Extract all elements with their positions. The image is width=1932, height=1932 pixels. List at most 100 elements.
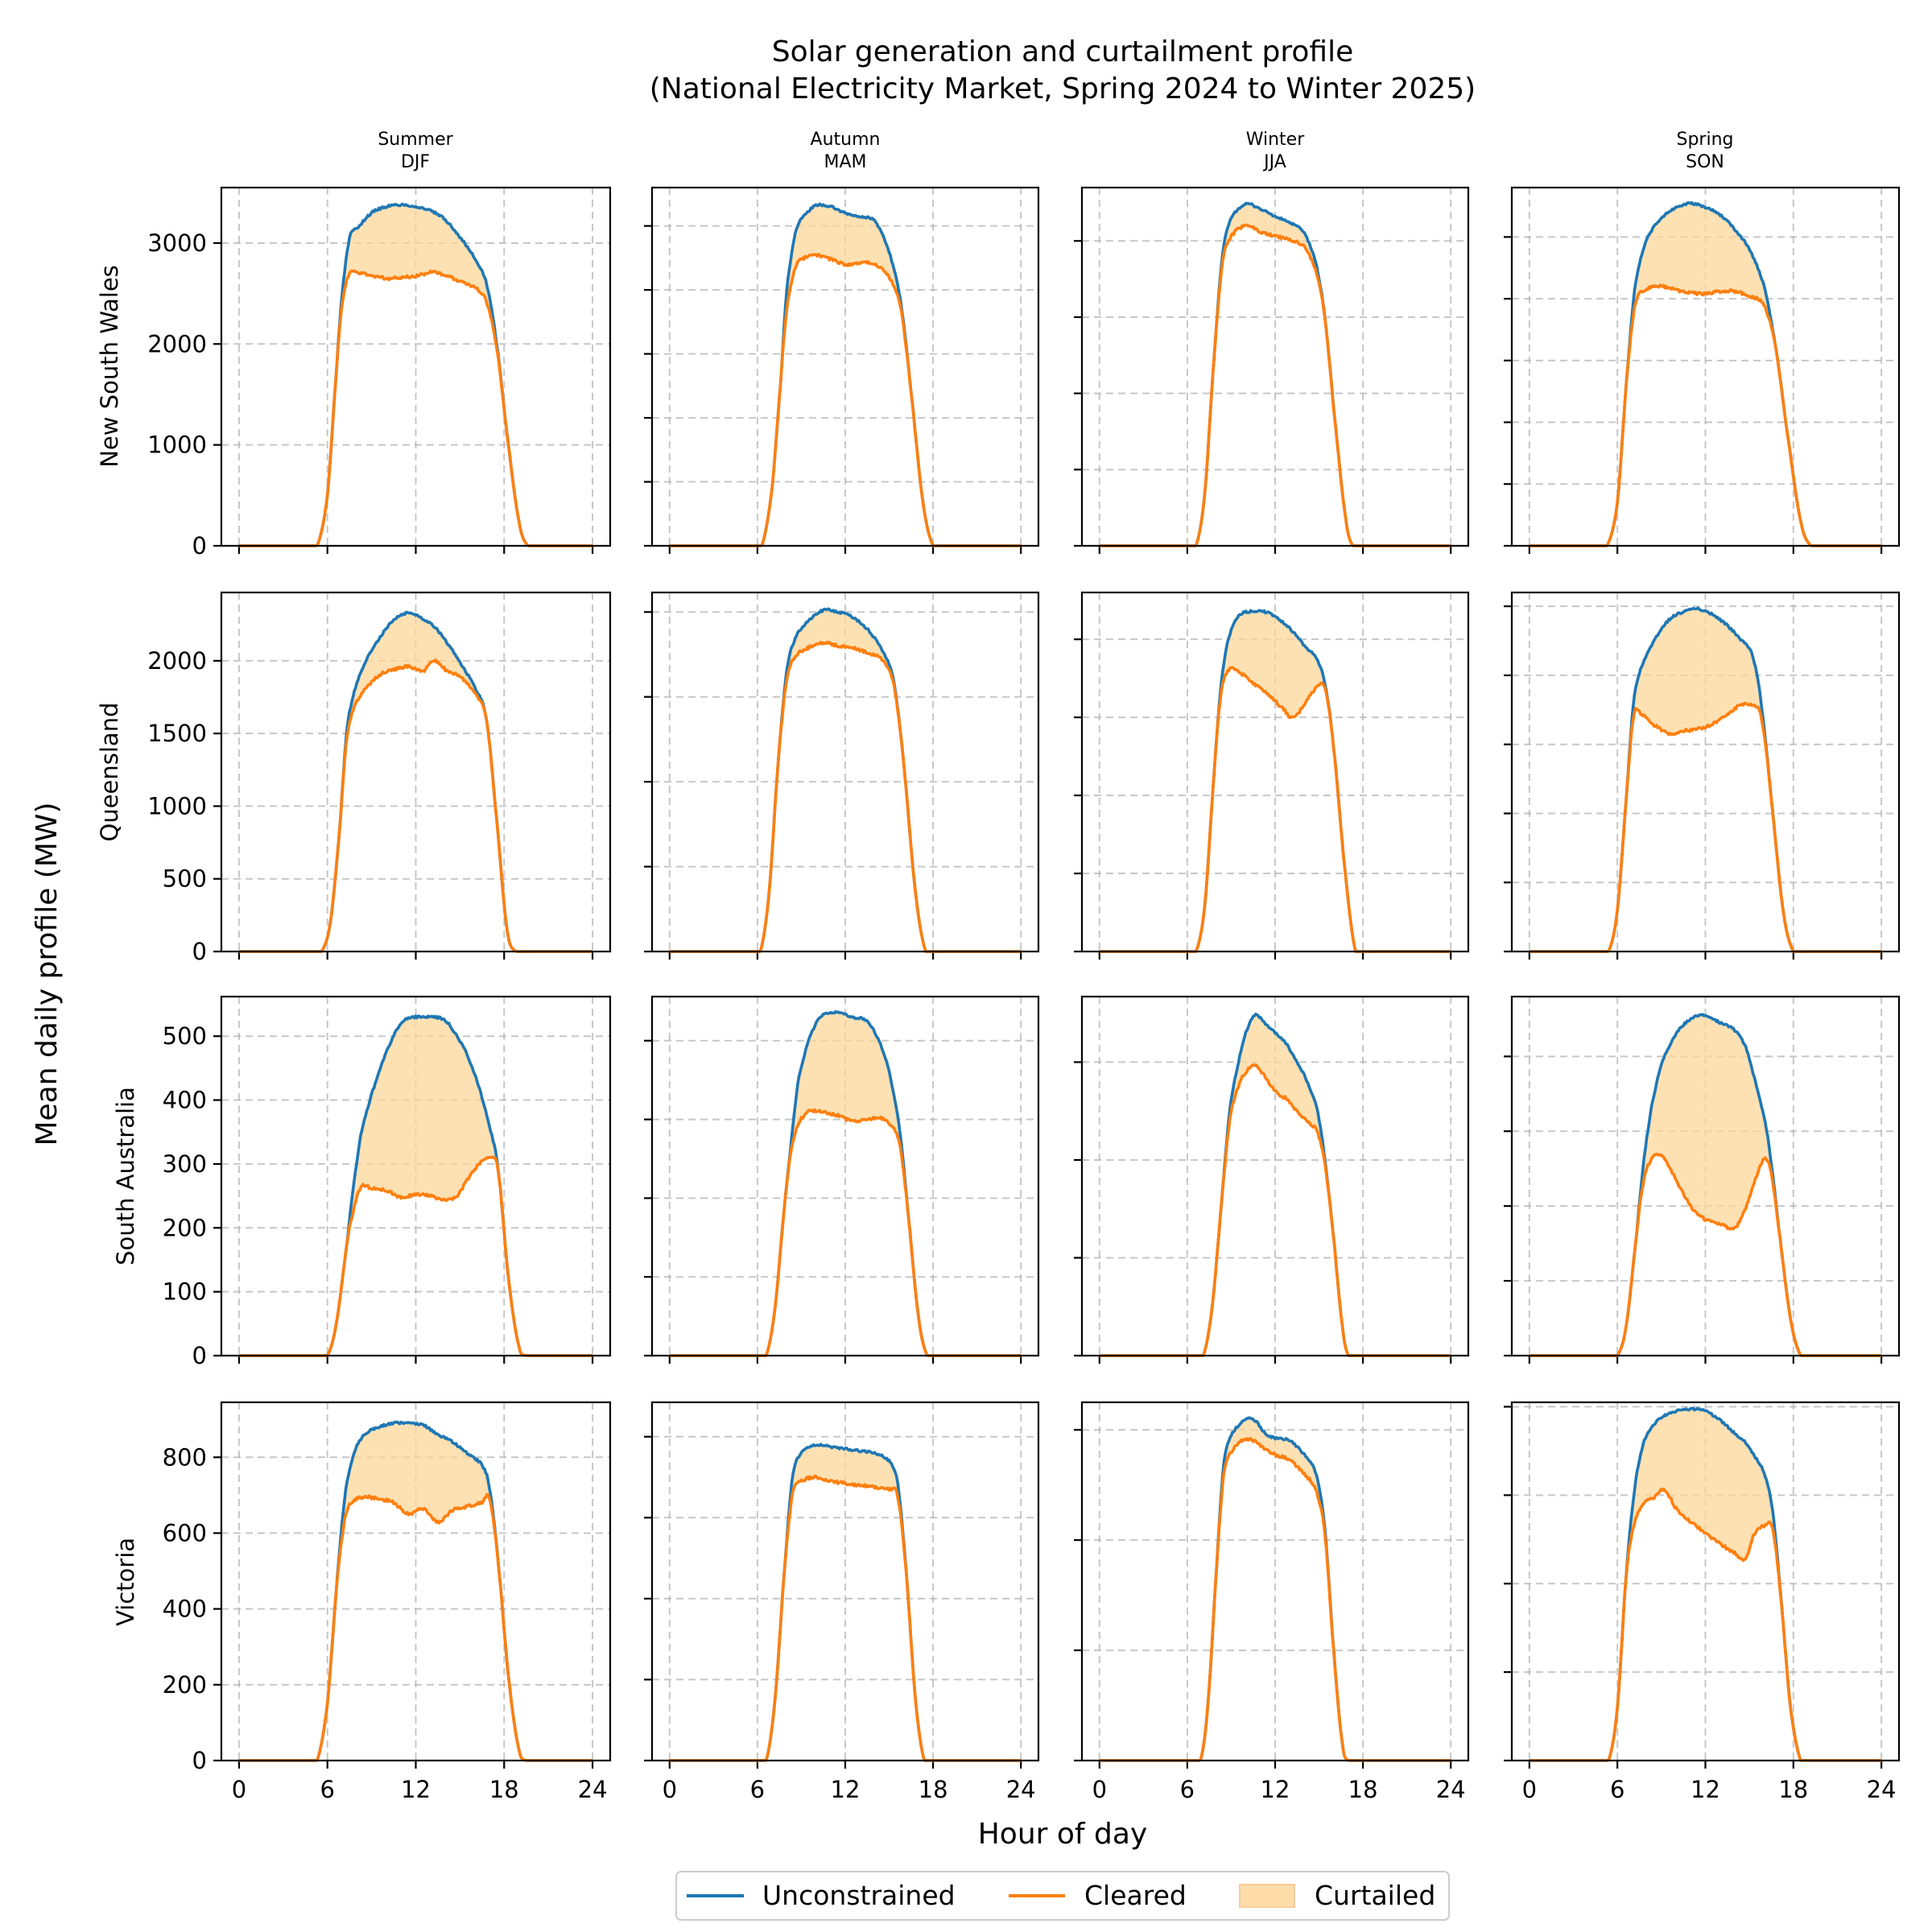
axes-frame — [1510, 591, 1901, 953]
x-tick-label: 18 — [1348, 1776, 1378, 1803]
legend-label-cleared: Cleared — [1084, 1880, 1187, 1911]
curtailed-area — [1099, 1013, 1451, 1356]
x-tick-label: 0 — [1522, 1776, 1537, 1803]
curtailed-area — [238, 204, 593, 547]
column-title-months: MAM — [824, 152, 866, 172]
column-title-season: Autumn — [811, 130, 881, 150]
x-tick-label: 24 — [1867, 1776, 1897, 1803]
x-tick-label: 12 — [1690, 1776, 1720, 1803]
column-title-season: Spring — [1677, 130, 1734, 150]
panel-new-south-wales-summer: 0 1000 2000 3000 — [147, 186, 612, 559]
panel-south-australia-autumn — [644, 995, 1040, 1364]
legend: Unconstrained Cleared Curtailed — [675, 1871, 1450, 1921]
curtailed-area — [1529, 1408, 1882, 1761]
y-tick-label: 200 — [163, 1214, 207, 1241]
y-tick-label: 0 — [192, 1342, 207, 1369]
panel-south-australia-spring — [1504, 995, 1901, 1364]
x-tick-label: 6 — [750, 1776, 765, 1803]
x-axis-label: Hour of day — [978, 1818, 1148, 1851]
x-tick-label: 0 — [1092, 1776, 1107, 1803]
axes-frame — [220, 1401, 612, 1762]
y-tick-label: 1000 — [147, 792, 207, 819]
panel-queensland-winter — [1074, 591, 1470, 960]
panel-new-south-wales-winter — [1074, 186, 1470, 554]
x-tick-label: 24 — [1006, 1776, 1036, 1803]
panel-victoria-summer: 0 6 12 18 24 0 200 400 600 800 — [163, 1401, 612, 1803]
y-tick-label: 800 — [163, 1443, 207, 1471]
chart-title: Solar generation and curtailment profile — [772, 35, 1353, 68]
curtailed-area — [1529, 1014, 1882, 1356]
y-tick-label: 2000 — [147, 330, 207, 357]
axes-frame — [220, 186, 612, 547]
axes-frame — [1080, 591, 1470, 953]
panel-new-south-wales-spring — [1504, 186, 1901, 554]
y-tick-label: 0 — [192, 532, 207, 559]
y-tick-label: 1000 — [147, 431, 207, 459]
panel-victoria-spring: 0 6 12 18 24 — [1504, 1401, 1901, 1803]
x-tick-label: 12 — [401, 1776, 431, 1803]
y-tick-label: 0 — [192, 1747, 207, 1774]
y-tick-label: 300 — [163, 1150, 207, 1178]
axes-frame — [1510, 186, 1901, 547]
panel-victoria-winter: 0 6 12 18 24 — [1074, 1401, 1470, 1803]
axes-frame — [220, 591, 612, 953]
axes-frame — [1510, 995, 1901, 1357]
y-tick-label: 3000 — [147, 229, 207, 257]
curtailed-area — [1099, 610, 1451, 952]
x-tick-label: 18 — [919, 1776, 948, 1803]
curtailed-area — [1529, 202, 1882, 546]
legend-label-unconstrained: Unconstrained — [762, 1880, 956, 1911]
x-tick-label: 24 — [1436, 1776, 1466, 1803]
y-tick-label: 0 — [192, 938, 207, 965]
y-tick-label: 2000 — [147, 647, 207, 675]
axes-frame — [650, 995, 1040, 1357]
axes-frame — [1080, 1401, 1470, 1762]
curtailed-area — [1529, 608, 1882, 952]
curtailed-area — [669, 1011, 1022, 1356]
curtailed-area — [238, 1016, 593, 1356]
axes-frame — [1080, 995, 1470, 1357]
x-tick-label: 0 — [663, 1776, 677, 1803]
y-tick-label: 600 — [163, 1519, 207, 1546]
axes-frame — [1080, 186, 1470, 547]
y-tick-label: 200 — [163, 1671, 207, 1699]
column-title-months: DJF — [401, 152, 430, 172]
panel-queensland-autumn — [644, 591, 1040, 960]
panels: 0100020003000050010001500200001002003004… — [147, 186, 1901, 1803]
y-tick-label: 500 — [163, 865, 207, 893]
x-tick-label: 6 — [320, 1776, 335, 1803]
axes-frame — [1510, 1401, 1901, 1762]
chart-subtitle: (National Electricity Market, Spring 202… — [650, 72, 1476, 105]
y-tick-label: 1500 — [147, 720, 207, 747]
axes-frame — [650, 186, 1040, 547]
row-labels: New South Wales Queensland South Austral… — [96, 265, 139, 1626]
panel-queensland-spring — [1504, 591, 1901, 960]
row-label: New South Wales — [96, 265, 123, 468]
panel-new-south-wales-autumn — [644, 186, 1040, 554]
curtailed-area — [238, 1422, 593, 1761]
y-tick-label: 500 — [163, 1022, 207, 1050]
row-label: Victoria — [112, 1538, 139, 1626]
x-tick-label: 24 — [578, 1776, 608, 1803]
axes-frame — [650, 1401, 1040, 1762]
column-titles: Summer DJF Autumn MAM Winter JJA Spring … — [378, 130, 1733, 172]
y-tick-label: 100 — [163, 1278, 207, 1306]
legend-swatch-curtailed — [1239, 1884, 1295, 1908]
x-tick-label: 18 — [489, 1776, 519, 1803]
column-title-months: SON — [1686, 152, 1724, 172]
x-tick-label: 12 — [831, 1776, 861, 1803]
column-title-months: JJA — [1262, 152, 1286, 172]
column-title-season: Summer — [378, 130, 453, 150]
x-tick-label: 0 — [232, 1776, 246, 1803]
x-tick-label: 6 — [1610, 1776, 1624, 1803]
axes-frame — [650, 591, 1040, 953]
y-axis-label: Mean daily profile (MW) — [31, 802, 64, 1146]
x-tick-label: 12 — [1261, 1776, 1290, 1803]
y-tick-label: 400 — [163, 1596, 207, 1623]
legend-label-curtailed: Curtailed — [1315, 1880, 1435, 1911]
row-label: South Australia — [112, 1087, 139, 1265]
panel-victoria-autumn: 0 6 12 18 24 — [644, 1401, 1040, 1803]
x-tick-label: 18 — [1778, 1776, 1808, 1803]
panel-queensland-summer: 0 500 1000 1500 2000 — [147, 591, 612, 965]
